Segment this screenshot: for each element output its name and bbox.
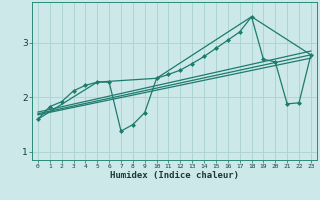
X-axis label: Humidex (Indice chaleur): Humidex (Indice chaleur) [110, 171, 239, 180]
